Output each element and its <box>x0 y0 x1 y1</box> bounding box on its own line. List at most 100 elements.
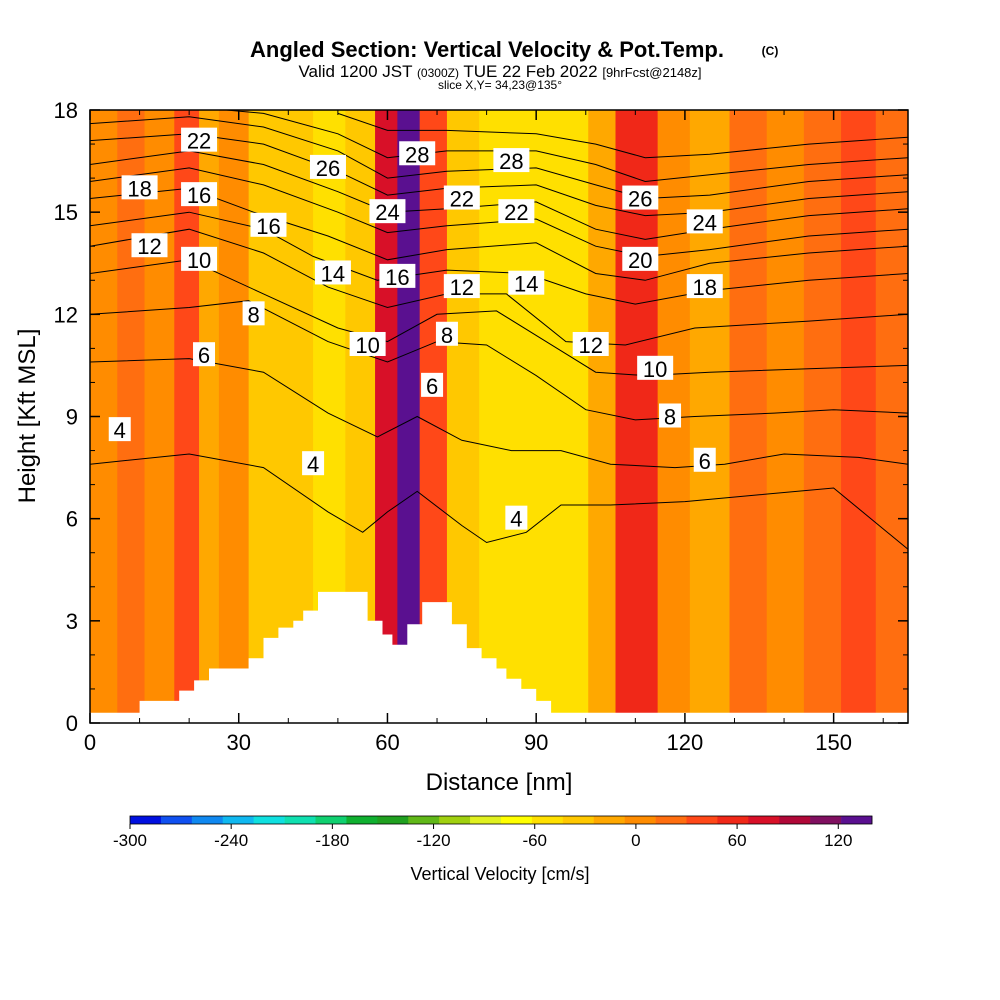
contour-label-text: 26 <box>316 156 340 181</box>
y-tick-label: 12 <box>54 302 78 327</box>
contour-label: 6 <box>193 342 216 368</box>
contour-label: 6 <box>693 447 716 474</box>
colorbar-swatch <box>284 816 316 824</box>
contour-label: 8 <box>435 321 458 348</box>
subtitle-utc: (0300Z) <box>417 66 459 80</box>
x-axis-label: Distance [nm] <box>426 769 573 796</box>
contour-label-text: 16 <box>187 183 211 208</box>
terrain-silhouette <box>90 591 908 723</box>
x-tick-label: 90 <box>524 730 548 755</box>
contour-label: 24 <box>369 199 406 225</box>
colorbar-swatch <box>501 816 533 824</box>
contour-label: 22 <box>181 127 218 154</box>
contour-label: 12 <box>572 331 609 358</box>
velocity-band <box>553 110 589 723</box>
contour-label-text: 12 <box>450 275 474 300</box>
contour-label: 20 <box>622 246 659 273</box>
contour-label-text: 12 <box>578 333 602 358</box>
contour-label-text: 24 <box>375 200 399 225</box>
velocity-band <box>766 110 805 723</box>
contour-label: 12 <box>131 233 168 259</box>
colorbar-tick-label: -240 <box>214 831 248 850</box>
colorbar-swatch <box>810 816 842 824</box>
contour-label: 4 <box>108 417 131 443</box>
contour-label-text: 24 <box>692 210 716 235</box>
contour-label-text: 18 <box>127 176 151 201</box>
velocity-band <box>446 110 480 723</box>
y-tick-label: 15 <box>54 200 78 225</box>
contour-label-text: 4 <box>114 418 126 443</box>
theta-contour <box>90 259 908 377</box>
colorbar-swatch <box>253 816 285 824</box>
colorbar-swatch <box>130 816 162 824</box>
slice-label: slice X,Y= 34,23@135° <box>438 78 562 92</box>
velocity-band <box>117 110 146 723</box>
contour-label: 18 <box>686 274 723 300</box>
contour-label-text: 22 <box>504 200 528 225</box>
contour-label: 22 <box>498 199 535 225</box>
contour-label-text: 8 <box>247 302 259 327</box>
colorbar-swatch <box>191 816 224 824</box>
contour-label-text: 10 <box>355 333 379 358</box>
contour-label-text: 14 <box>514 272 538 297</box>
contour-label-text: 10 <box>643 357 667 382</box>
contour-label-text: 26 <box>628 187 652 212</box>
colorbar-swatch <box>624 816 656 824</box>
chart-title-suffix: (C) <box>762 44 779 58</box>
theta-contour <box>90 110 908 183</box>
contour-label-text: 22 <box>187 129 211 154</box>
contour-label-text: 6 <box>426 374 438 399</box>
x-tick-label: 0 <box>84 730 96 755</box>
colorbar-swatch <box>315 816 347 824</box>
contour-label-text: 18 <box>692 275 716 300</box>
theta-contour <box>90 358 908 469</box>
y-tick-label: 6 <box>66 507 78 532</box>
contour-label-text: 10 <box>187 248 211 273</box>
contour-label-text: 4 <box>307 452 319 477</box>
y-tick-label: 9 <box>66 405 78 430</box>
colorbar-tick-label: 120 <box>824 831 852 850</box>
contour-label: 28 <box>493 148 530 174</box>
theta-contour <box>90 133 908 217</box>
potential-temperature-contours <box>90 110 908 550</box>
velocity-band <box>803 110 842 723</box>
colorbar-swatch <box>562 816 595 824</box>
contour-label: 10 <box>349 331 386 358</box>
colorbar-swatch <box>779 816 811 824</box>
contour-label: 6 <box>421 372 444 399</box>
theta-contour <box>337 112 908 159</box>
colorbar-swatch <box>655 816 687 824</box>
subtitle-date: TUE 22 Feb 2022 <box>463 62 597 81</box>
colorbar-swatch <box>160 816 193 824</box>
contour-label: 8 <box>659 403 682 430</box>
theta-contour <box>90 167 908 257</box>
contour-label: 24 <box>686 209 723 235</box>
contour-label-text: 22 <box>450 187 474 212</box>
colorbar-swatch <box>717 816 749 824</box>
y-axis-label: Height [Kft MSL] <box>14 329 41 504</box>
colorbar-swatch <box>377 816 409 824</box>
y-tick-label: 3 <box>66 609 78 634</box>
velocity-band <box>218 110 250 723</box>
colorbar-tick-label: -60 <box>522 831 547 850</box>
velocity-band <box>588 110 617 723</box>
contour-label-text: 20 <box>628 248 652 273</box>
subtitle-valid: Valid 1200 JST <box>298 62 412 81</box>
contour-label-text: 8 <box>664 405 676 430</box>
colorbar-tick-label: 60 <box>728 831 747 850</box>
x-axis-ticks: 0 30 60 90 120 150 <box>84 110 884 755</box>
x-tick-label: 150 <box>815 730 852 755</box>
colorbar-swatch <box>470 816 502 824</box>
contour-label-text: 8 <box>441 323 453 348</box>
contour-label: 18 <box>121 175 158 201</box>
subtitle-forecast: [9hrFcst@2148z] <box>602 65 701 80</box>
contour-label: 26 <box>309 154 346 181</box>
chart-title: Angled Section: Vertical Velocity & Pot.… <box>250 37 724 62</box>
colorbar <box>129 815 873 825</box>
contour-label-text: 12 <box>137 234 161 259</box>
colorbar-tick-label: 0 <box>631 831 640 850</box>
contour-label: 4 <box>302 451 325 477</box>
contour-label: 10 <box>637 355 674 382</box>
x-tick-label: 30 <box>226 730 250 755</box>
colorbar-swatch <box>686 816 718 824</box>
